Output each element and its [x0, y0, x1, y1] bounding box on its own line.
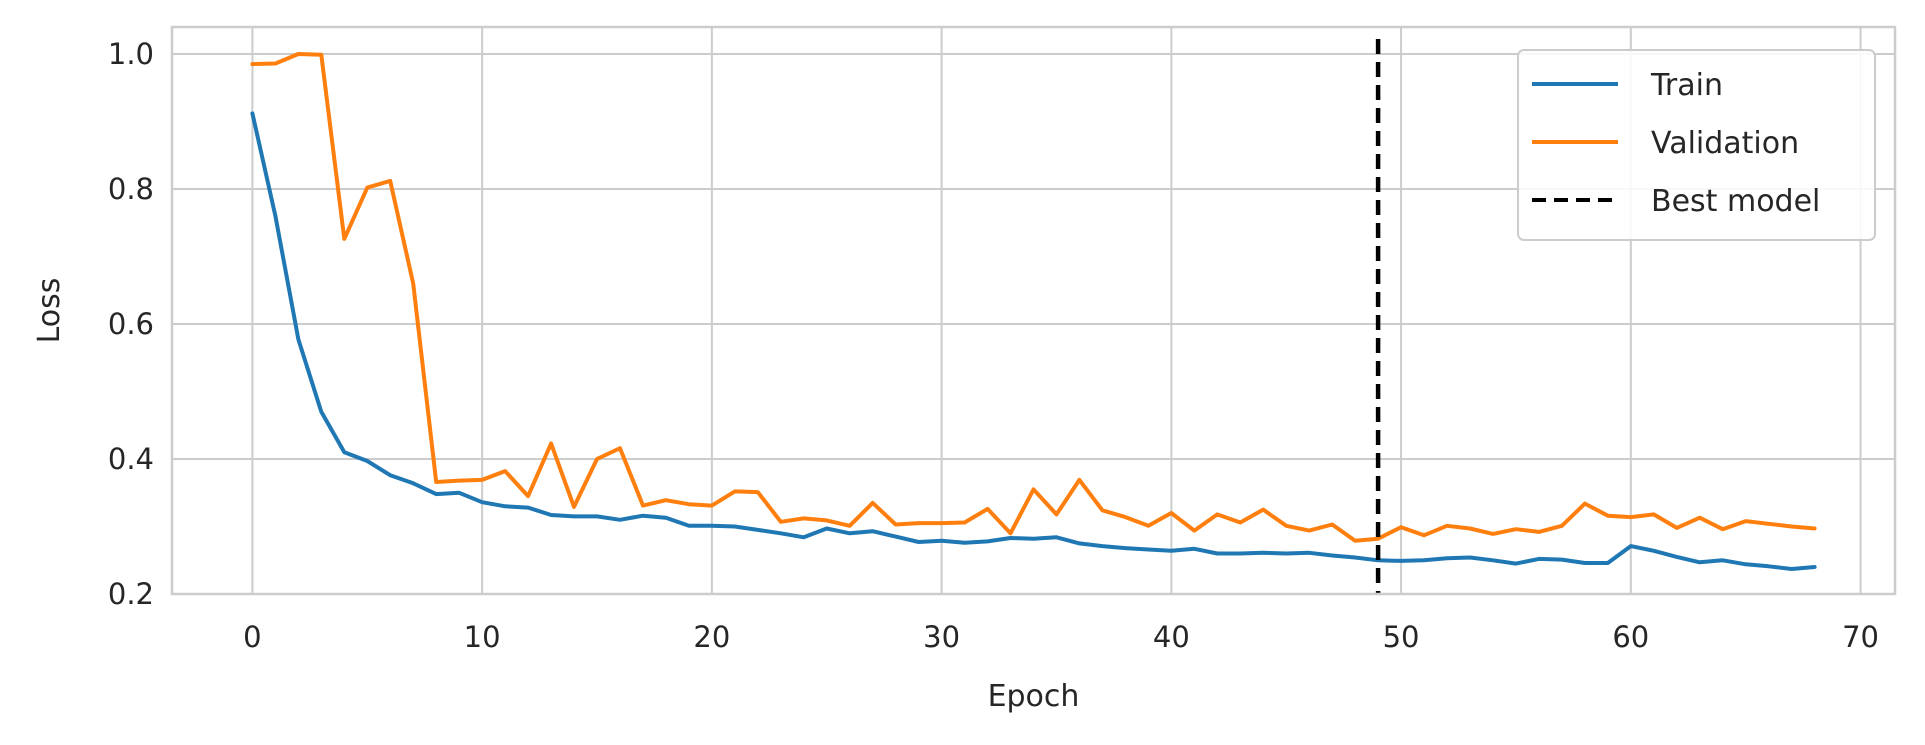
x-tick-label: 60 [1612, 620, 1649, 654]
legend-label-train: Train [1650, 68, 1723, 103]
legend: Train Validation Best model [1517, 49, 1876, 241]
x-tick-label: 50 [1383, 620, 1420, 654]
legend-box [1517, 49, 1876, 241]
y-axis-label: Loss [32, 278, 67, 344]
series-line-train [250, 111, 1817, 571]
x-axis-label: Epoch [988, 679, 1080, 714]
x-tick-label: 30 [923, 620, 960, 654]
legend-label-best-model: Best model [1651, 184, 1820, 219]
y-tick-label: 0.4 [108, 442, 154, 476]
y-tick-label: 0.6 [108, 307, 154, 341]
x-tick-label: 20 [693, 620, 730, 654]
x-tick-label: 10 [464, 620, 501, 654]
x-tick-label: 70 [1842, 620, 1879, 654]
x-tick-labels: 0 10 20 30 40 50 60 70 [243, 620, 1879, 654]
y-tick-label: 1.0 [108, 37, 154, 71]
y-tick-label: 0.8 [108, 172, 154, 206]
legend-label-validation: Validation [1651, 126, 1799, 161]
x-tick-label: 0 [243, 620, 261, 654]
plot-frame [170, 25, 1897, 596]
plot-border [170, 25, 1897, 596]
y-tick-labels: 0.2 0.4 0.6 0.8 1.0 [108, 37, 154, 611]
series-line-validation [250, 52, 1817, 543]
x-tick-label: 40 [1153, 620, 1190, 654]
series-lines [250, 52, 1817, 571]
y-tick-label: 0.2 [108, 577, 154, 611]
